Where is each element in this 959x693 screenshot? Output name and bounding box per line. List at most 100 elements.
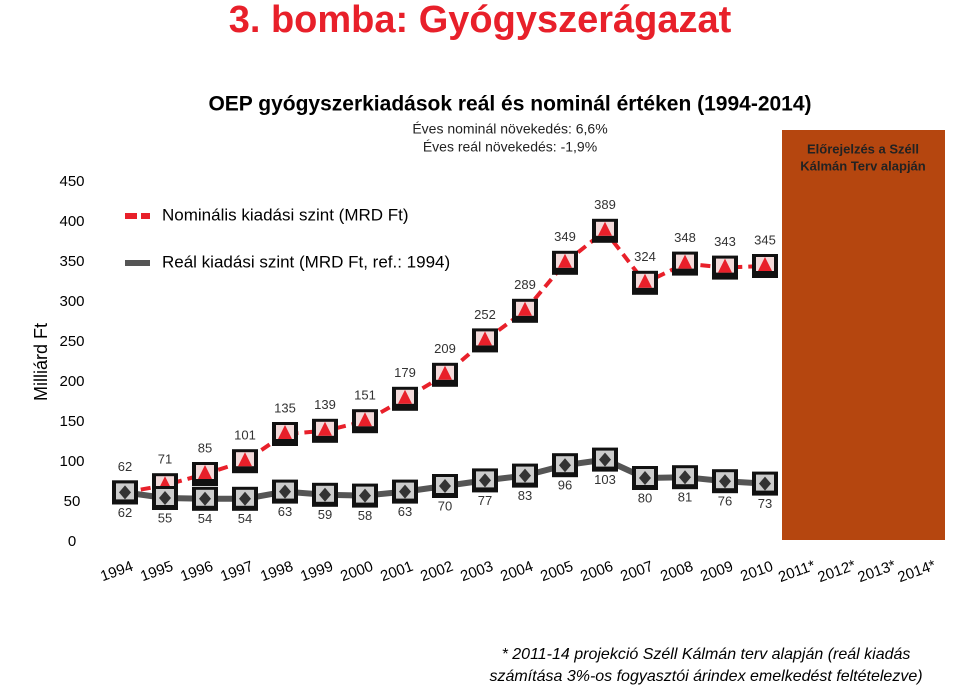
subtitle: Éves nominál növekedés: 6,6% [412, 121, 607, 137]
x-tick-label: 2005 [538, 558, 575, 585]
y-tick-label: 250 [59, 333, 84, 350]
data-label: 63 [398, 504, 412, 519]
marker [438, 365, 452, 380]
x-tick-label: 2009 [698, 558, 735, 585]
marker [638, 273, 652, 288]
x-tick-label: 2000 [338, 558, 375, 585]
x-tick-label: 2008 [658, 558, 695, 585]
data-label: 63 [278, 504, 292, 519]
data-label: 209 [434, 341, 456, 356]
marker [199, 491, 211, 506]
x-tick-label: 2013* [855, 557, 898, 586]
data-label: 83 [518, 488, 532, 503]
legend-label: Nominális kiadási szint (MRD Ft) [162, 205, 409, 224]
data-label: 179 [394, 365, 416, 380]
marker [719, 474, 731, 489]
marker [519, 468, 531, 483]
marker [679, 470, 691, 485]
marker [359, 488, 371, 503]
y-axis-label: Milliárd Ft [31, 323, 51, 401]
data-label: 252 [474, 307, 496, 322]
marker [479, 473, 491, 488]
data-label: 343 [714, 234, 736, 249]
marker [678, 254, 692, 269]
marker [478, 331, 492, 346]
data-label: 139 [314, 397, 336, 412]
data-label: 345 [754, 232, 776, 247]
marker [198, 465, 212, 479]
marker [598, 221, 612, 236]
marker [599, 452, 611, 467]
data-label: 389 [594, 197, 616, 212]
data-label: 73 [758, 496, 772, 511]
data-label: 324 [634, 249, 656, 264]
data-label: 59 [318, 507, 332, 522]
marker [559, 458, 571, 473]
y-tick-label: 300 [59, 293, 84, 310]
x-tick-label: 2004 [498, 558, 535, 585]
data-label: 62 [118, 459, 132, 474]
marker [718, 258, 732, 273]
footnote: * 2011-14 projekció Széll Kálmán terv al… [502, 646, 911, 663]
data-label: 55 [158, 510, 172, 525]
y-tick-label: 0 [68, 533, 76, 550]
marker [439, 479, 451, 493]
x-tick-label: 2002 [418, 558, 455, 585]
data-label: 77 [478, 493, 492, 508]
data-label: 81 [678, 490, 692, 505]
marker [758, 257, 772, 271]
marker [318, 421, 332, 436]
footnote: számítása 3%-os fogyasztói árindex emelk… [489, 668, 922, 685]
data-label: 58 [358, 508, 372, 523]
marker [119, 485, 131, 500]
marker [319, 487, 331, 502]
x-tick-label: 1996 [178, 558, 215, 585]
data-label: 54 [238, 511, 252, 526]
data-label: 80 [638, 490, 652, 505]
page-title: 3. bomba: Gyógyszerágazat [229, 0, 732, 41]
data-label: 76 [718, 494, 732, 509]
x-tick-label: 1999 [298, 558, 335, 585]
marker [159, 491, 171, 505]
data-label: 349 [554, 229, 576, 244]
data-label: 71 [158, 452, 172, 467]
marker [278, 425, 292, 439]
x-tick-label: 2007 [618, 558, 655, 585]
chart-title: OEP gyógyszerkiadások reál és nominál ér… [208, 93, 811, 116]
marker [398, 389, 412, 404]
data-label: 85 [198, 440, 212, 455]
x-tick-label: 2006 [578, 558, 615, 585]
marker [639, 471, 651, 485]
marker [518, 301, 532, 316]
x-tick-label: 1994 [98, 558, 135, 585]
marker [399, 484, 411, 499]
y-tick-label: 150 [59, 413, 84, 430]
x-tick-label: 2001 [378, 558, 415, 585]
data-label: 70 [438, 498, 452, 513]
x-tick-label: 2014* [895, 557, 938, 586]
data-label: 151 [354, 388, 376, 403]
subtitle: Éves reál növekedés: -1,9% [423, 139, 597, 155]
data-label: 289 [514, 277, 536, 292]
x-tick-label: 2010 [738, 558, 775, 585]
x-tick-label: 1997 [218, 558, 255, 585]
forecast-box [782, 130, 945, 540]
marker [238, 452, 252, 467]
data-label: 96 [558, 478, 572, 493]
y-tick-label: 50 [64, 493, 81, 510]
data-label: 135 [274, 400, 296, 415]
forecast-label: Kálmán Terv alapján [800, 158, 926, 173]
data-label: 103 [594, 472, 616, 487]
y-tick-label: 350 [59, 253, 84, 270]
data-label: 101 [234, 428, 256, 443]
marker [558, 253, 572, 268]
marker [358, 412, 372, 427]
x-tick-label: 1995 [138, 558, 175, 585]
marker [279, 484, 291, 499]
series-line [124, 227, 766, 495]
x-tick-label: 2003 [458, 558, 495, 585]
y-tick-label: 100 [59, 453, 84, 470]
marker [759, 476, 771, 491]
x-tick-label: 2011* [776, 557, 818, 586]
